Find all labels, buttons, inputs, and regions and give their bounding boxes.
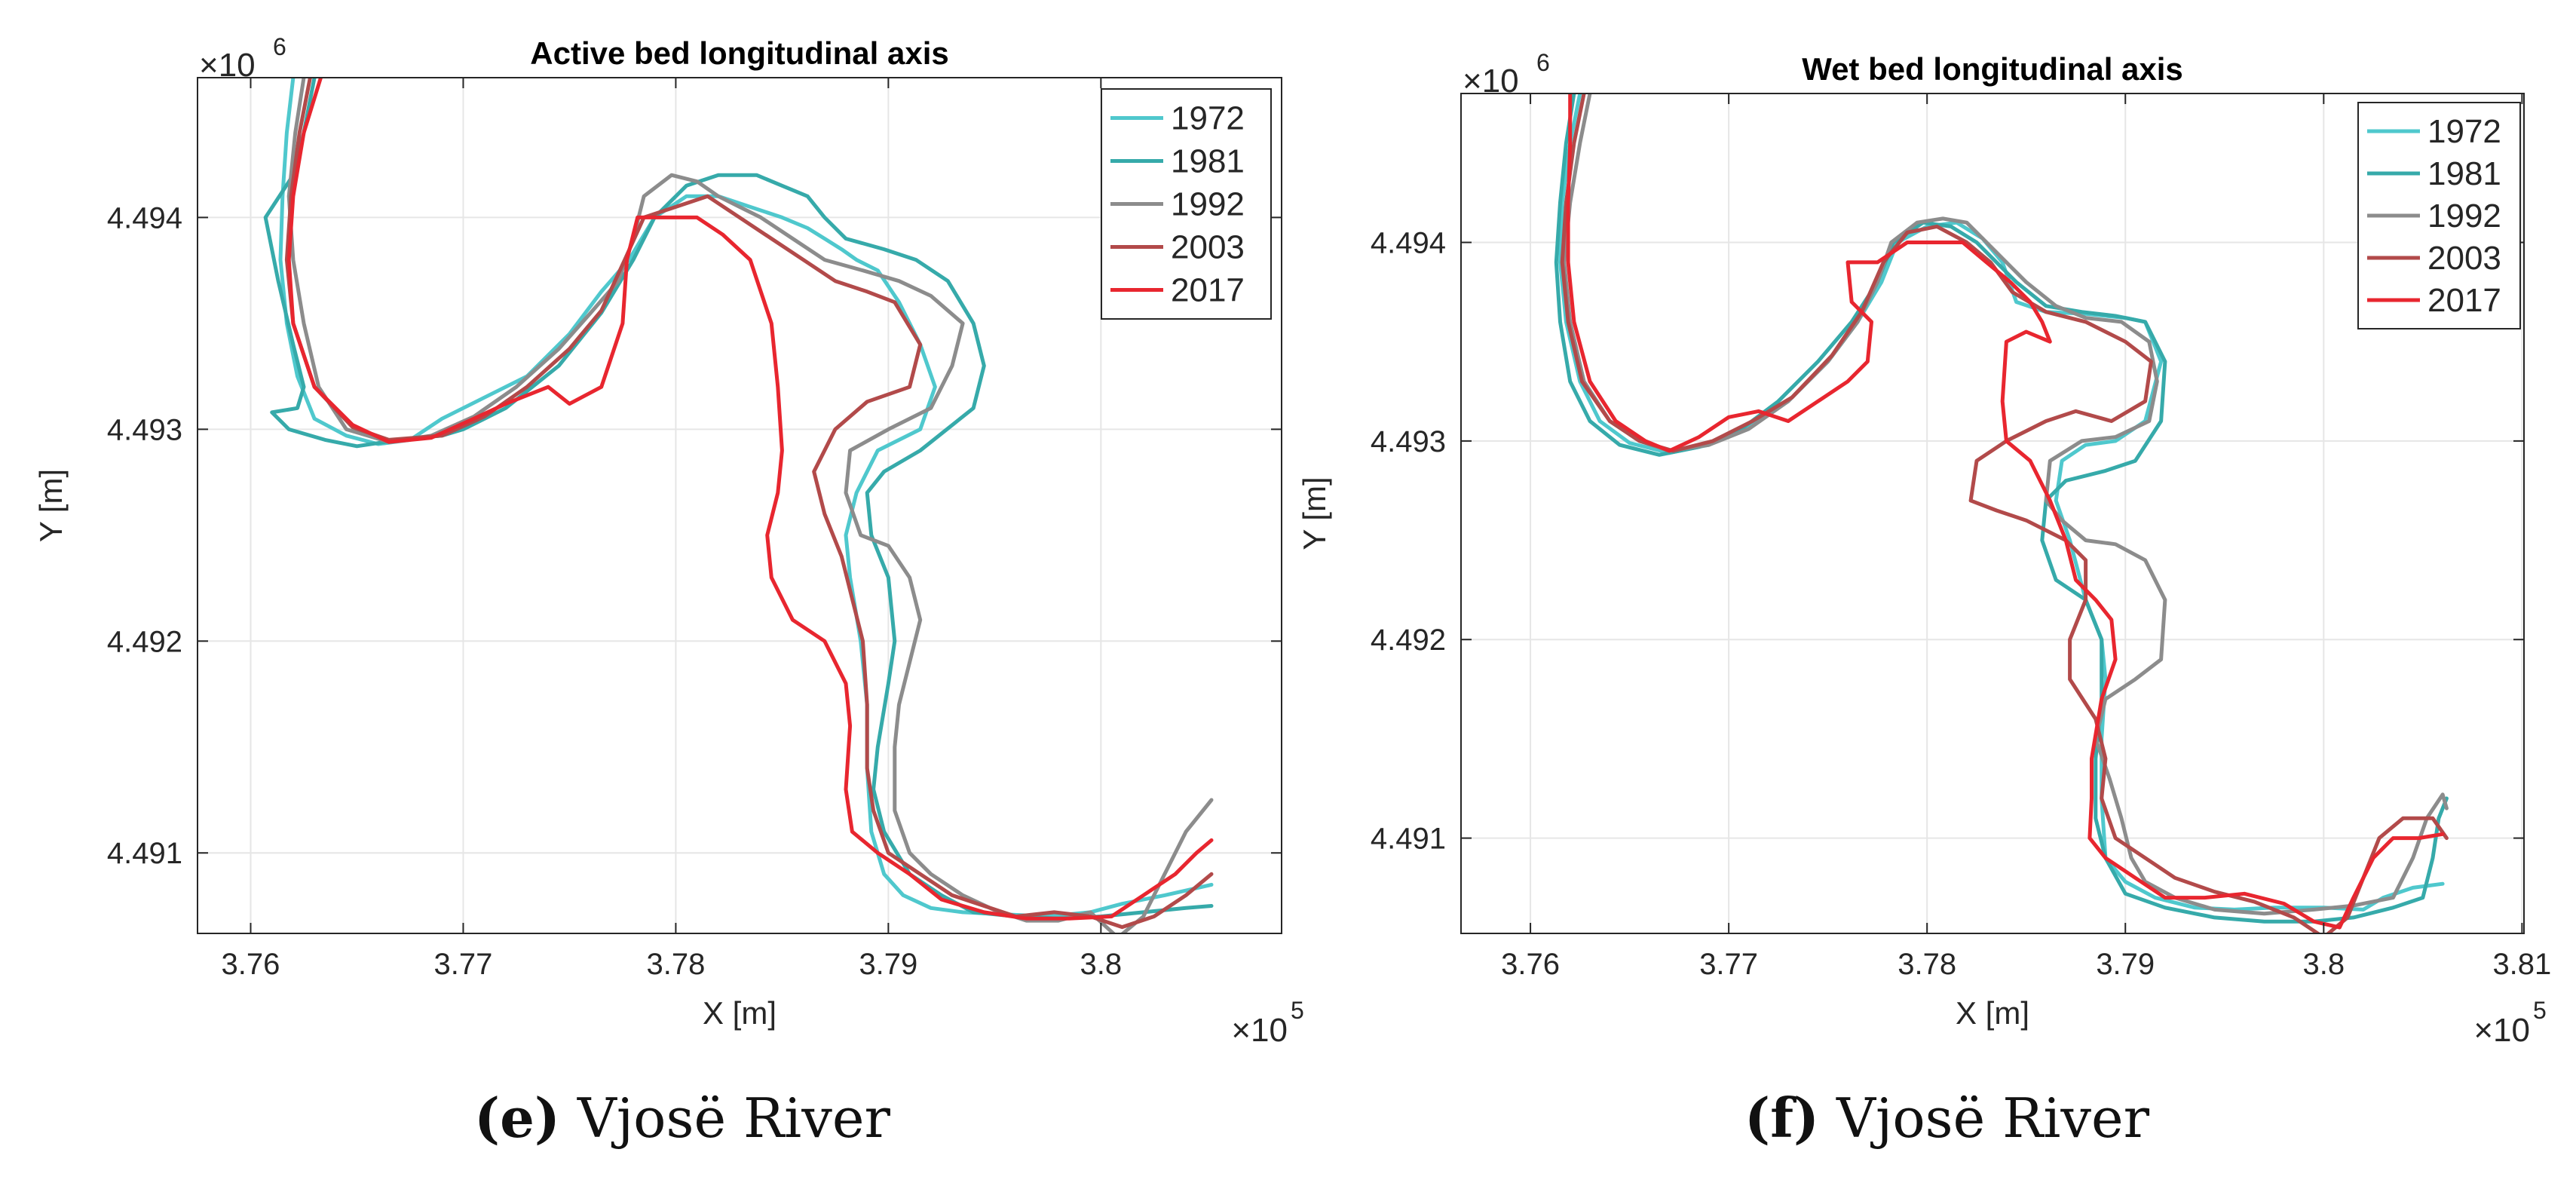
chart1-y-multiplier: ×10	[199, 47, 256, 84]
caption-f-text: Vjosë River	[1836, 1086, 2150, 1150]
chart1-legend-label-1992: 1992	[1171, 186, 1245, 223]
caption-e: (e) Vjosë River	[474, 1086, 890, 1150]
caption-e-letter: (e)	[474, 1086, 560, 1150]
chart1-series-1981	[263, 78, 1214, 921]
chart1-xtick-label-2: 3.78	[646, 948, 705, 981]
chart2-xtick-label-4: 3.8	[2303, 948, 2345, 981]
chart1-xlabel: X [m]	[703, 995, 776, 1031]
caption-e-text: Vjosë River	[577, 1086, 890, 1150]
chart2-ytick-label-3: 4.494	[1371, 227, 1446, 260]
chart2-series-2003	[1560, 93, 2449, 933]
chart2-xtick-label-2: 3.78	[1898, 948, 1956, 981]
chart2-title: Wet bed longitudinal axis	[1802, 51, 2183, 87]
chart1-series-2017	[286, 78, 1214, 921]
chart1-x-exponent: 5	[1291, 997, 1304, 1024]
chart1-ytick-label-3: 4.494	[107, 201, 182, 234]
chart1-legend-label-2017: 2017	[1171, 272, 1245, 309]
chart2-xtick-label-0: 3.76	[1501, 948, 1560, 981]
chart1-ytick-label-1: 4.492	[107, 625, 182, 658]
chart2-axes-box	[1460, 93, 2525, 934]
chart2-series-1981	[1554, 93, 2449, 924]
chart1-ytick-label-2: 4.493	[107, 413, 182, 446]
caption-f: (f) Vjosë River	[1744, 1086, 2149, 1150]
chart1-xtick-label-1: 3.77	[434, 948, 493, 981]
chart1-y-exponent: 6	[273, 33, 286, 60]
chart2-ytick-label-2: 4.493	[1371, 425, 1446, 458]
chart1-legend-label-2003: 2003	[1171, 229, 1245, 266]
chart2-xlabel: X [m]	[1956, 995, 2029, 1031]
chart1-xtick-label-0: 3.76	[222, 948, 280, 981]
chart1-x-multiplier: ×10	[1231, 1012, 1288, 1049]
chart2-legend-label-2003: 2003	[2427, 240, 2501, 277]
chart1-ylabel: Y [m]	[33, 469, 69, 542]
chart2-ytick-label-1: 4.492	[1371, 624, 1446, 657]
chart1-xtick-label-4: 3.8	[1080, 948, 1123, 981]
chart1-title: Active bed longitudinal axis	[530, 35, 948, 71]
chart2-x-exponent: 5	[2533, 997, 2547, 1024]
chart2-x-multiplier: ×10	[2473, 1012, 2530, 1049]
chart2-legend-label-2017: 2017	[2427, 282, 2501, 319]
chart2-legend-label-1992: 1992	[2427, 198, 2501, 234]
chart1-legend-label-1981: 1981	[1171, 143, 1245, 180]
chart2-xtick-label-5: 3.81	[2492, 948, 2551, 981]
chart2-y-exponent: 6	[1536, 49, 1550, 76]
chart1-ytick-label-0: 4.491	[107, 837, 182, 870]
chart2-legend-label-1972: 1972	[2427, 113, 2501, 150]
chart1-xtick-label-3: 3.79	[859, 948, 917, 981]
chart2-xtick-label-1: 3.77	[1699, 948, 1758, 981]
chart2-plot-area	[1461, 93, 2524, 933]
chart1-axes-box	[197, 77, 1282, 934]
chart2-ylabel: Y [m]	[1297, 477, 1332, 550]
chart2-ytick-label-0: 4.491	[1371, 823, 1446, 856]
chart2-y-multiplier: ×10	[1463, 63, 1519, 100]
chart2-legend-label-1981: 1981	[2427, 155, 2501, 192]
caption-f-letter: (f)	[1744, 1086, 1820, 1150]
chart1-legend-label-1972: 1972	[1171, 100, 1245, 137]
chart2-xtick-label-3: 3.79	[2096, 948, 2155, 981]
chart2-series-2017	[1566, 93, 2445, 930]
